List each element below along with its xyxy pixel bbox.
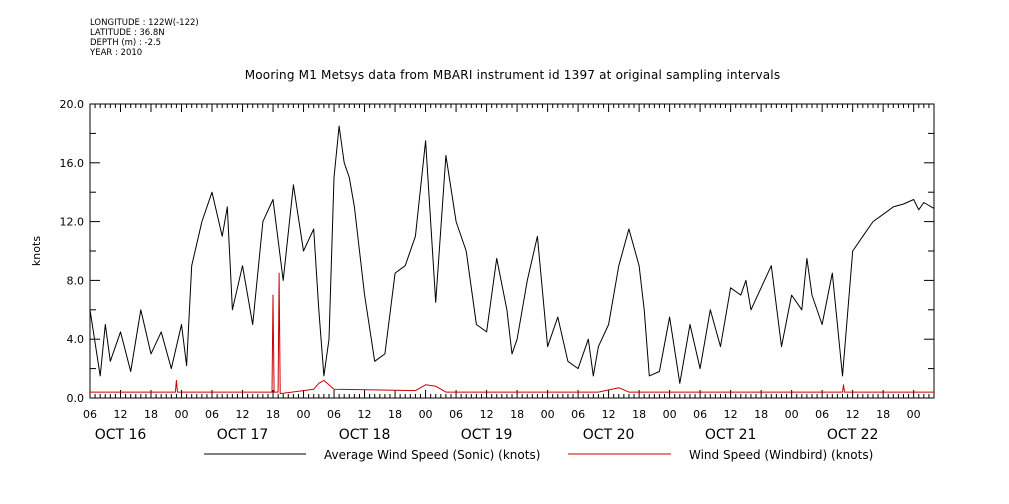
x-hour-label: 00 xyxy=(541,408,555,421)
x-hour-label: 06 xyxy=(449,408,463,421)
x-hour-label: 00 xyxy=(663,408,677,421)
x-day-label: OCT 17 xyxy=(217,427,269,443)
x-day-label: OCT 20 xyxy=(583,427,635,443)
x-day-label: OCT 21 xyxy=(705,427,757,443)
x-hour-label: 12 xyxy=(358,408,372,421)
x-hour-label: 06 xyxy=(327,408,341,421)
x-hour-label: 12 xyxy=(480,408,494,421)
y-axis-label: knots xyxy=(30,236,43,266)
x-hour-label: 00 xyxy=(297,408,311,421)
x-hour-label: 18 xyxy=(266,408,280,421)
x-hour-label: 18 xyxy=(876,408,890,421)
x-hour-label: 12 xyxy=(236,408,250,421)
y-tick-label: 4.0 xyxy=(67,333,85,346)
year-label: YEAR : 2010 xyxy=(90,48,143,58)
y-tick-label: 20.0 xyxy=(60,98,85,111)
metadata-block: LONGITUDE : 122W(-122) LATITUDE : 36.8N … xyxy=(90,18,199,58)
x-hour-label: 18 xyxy=(388,408,402,421)
x-hour-label: 12 xyxy=(724,408,738,421)
longitude-label: LONGITUDE : 122W(-122) xyxy=(90,18,199,28)
x-hour-label: 12 xyxy=(846,408,860,421)
x-hour-label: 06 xyxy=(205,408,219,421)
x-hour-label: 12 xyxy=(114,408,128,421)
depth-label: DEPTH (m) : -2.5 xyxy=(90,38,162,48)
x-hour-label: 12 xyxy=(602,408,616,421)
x-day-label: OCT 18 xyxy=(339,427,391,443)
x-hour-label: 18 xyxy=(510,408,524,421)
x-hour-label: 18 xyxy=(144,408,158,421)
x-hour-label: 00 xyxy=(785,408,799,421)
x-hour-label: 06 xyxy=(815,408,829,421)
x-hour-label: 00 xyxy=(907,408,921,421)
y-tick-label: 0.0 xyxy=(67,392,85,405)
y-tick-label: 12.0 xyxy=(60,216,85,229)
x-hour-label: 06 xyxy=(571,408,585,421)
x-hour-label: 06 xyxy=(83,408,97,421)
y-tick-label: 16.0 xyxy=(60,157,85,170)
chart-title: Mooring M1 Metsys data from MBARI instru… xyxy=(244,68,781,82)
x-hour-label: 18 xyxy=(632,408,646,421)
legend-label-sonic: Average Wind Speed (Sonic) (knots) xyxy=(324,448,540,462)
x-hour-label: 06 xyxy=(693,408,707,421)
latitude-label: LATITUDE : 36.8N xyxy=(90,28,165,38)
y-tick-label: 8.0 xyxy=(67,274,85,287)
x-day-label: OCT 16 xyxy=(95,427,147,443)
x-hour-label: 00 xyxy=(175,408,189,421)
x-day-label: OCT 19 xyxy=(461,427,513,443)
x-day-label: OCT 22 xyxy=(827,427,879,443)
series-line-sonic xyxy=(89,125,935,384)
x-hour-label: 00 xyxy=(419,408,433,421)
x-hour-label: 18 xyxy=(754,408,768,421)
series-line-windbird xyxy=(90,272,934,395)
legend-label-windbird: Wind Speed (Windbird) (knots) xyxy=(689,448,873,462)
